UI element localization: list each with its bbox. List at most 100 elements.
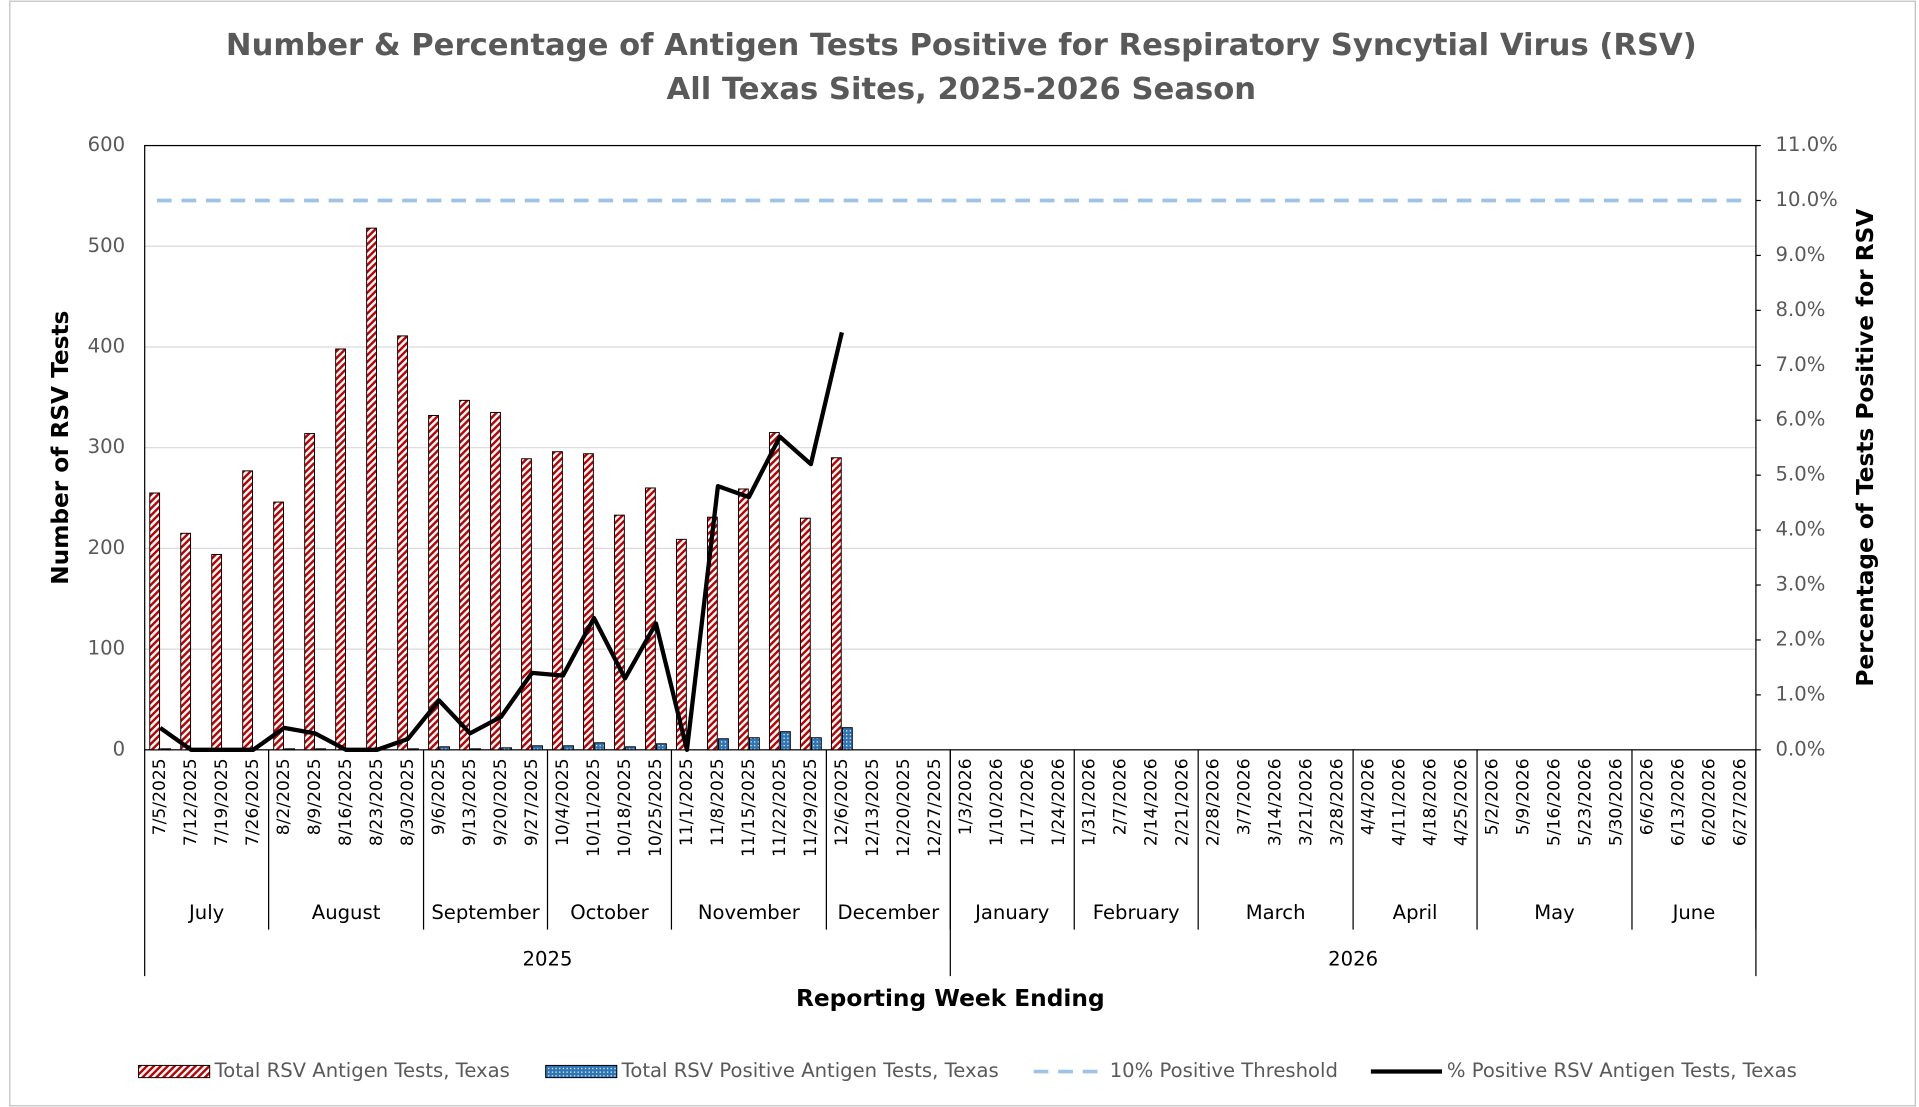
month-label: November [698, 901, 801, 924]
x-tick-label: 9/6/2025 [429, 758, 449, 835]
x-tick-label: 1/10/2026 [987, 758, 1007, 846]
y-tick-label: 0 [113, 737, 125, 760]
y2-tick-label: 2.0% [1776, 627, 1826, 650]
month-label: March [1246, 901, 1306, 924]
bar [737, 488, 749, 751]
x-tick-label: 2/28/2026 [1204, 758, 1224, 846]
legend-swatch [138, 1064, 211, 1079]
y-axis-title: Number of RSV Tests [47, 311, 74, 585]
x-tick-label: 11/22/2025 [770, 758, 790, 857]
month-label: October [570, 901, 649, 924]
bar [470, 748, 481, 751]
bar [335, 348, 346, 751]
x-tick-label: 3/7/2026 [1235, 758, 1255, 835]
x-tick-label: 12/20/2025 [894, 758, 914, 857]
bar [439, 746, 450, 751]
x-tick-label: 10/11/2025 [584, 758, 604, 857]
bar [563, 745, 574, 751]
x-tick-label: 4/11/2026 [1390, 758, 1410, 846]
x-tick-label: 7/12/2025 [181, 758, 201, 846]
month-label: May [1534, 901, 1575, 924]
bar [625, 746, 636, 751]
x-tick-label: 1/17/2026 [1018, 758, 1038, 846]
y2-axis-title: Percentage of Tests Positive for RSV [1852, 209, 1879, 687]
month-label: August [312, 901, 381, 924]
x-tick-label: 7/26/2025 [243, 758, 263, 846]
bar [459, 399, 470, 751]
legend-label: Total RSV Antigen Tests, Texas [214, 1059, 510, 1082]
y-tick-label: 200 [88, 536, 125, 559]
month-label: January [973, 901, 1049, 924]
bar [490, 411, 501, 751]
bar [841, 727, 853, 751]
bar [656, 743, 667, 751]
x-tick-label: 9/27/2025 [522, 758, 542, 846]
bar [501, 747, 512, 751]
x-tick-label: 8/30/2025 [398, 758, 418, 846]
y2-tick-label: 6.0% [1776, 408, 1826, 431]
x-tick-label: 4/4/2026 [1359, 758, 1379, 835]
y-tick-label: 300 [88, 435, 125, 458]
x-tick-label: 2/21/2026 [1173, 758, 1193, 846]
y2-tick-label: 8.0% [1776, 298, 1826, 321]
bar [718, 738, 729, 751]
legend-label: 10% Positive Threshold [1110, 1059, 1338, 1082]
y2-tick-label: 1.0% [1776, 682, 1826, 705]
bar [768, 432, 780, 751]
y-tick-label: 500 [88, 234, 125, 257]
x-tick-label: 9/13/2025 [460, 758, 480, 846]
y2-tick-label: 10.0% [1776, 188, 1838, 211]
bar [830, 457, 842, 751]
x-tick-label: 3/14/2026 [1266, 758, 1286, 846]
x-tick-label: 5/2/2026 [1483, 758, 1503, 835]
x-tick-label: 2/7/2026 [1111, 758, 1131, 835]
y2-tick-label: 9.0% [1776, 243, 1826, 266]
y2-tick-label: 11.0% [1776, 133, 1838, 156]
x-tick-label: 8/23/2025 [367, 758, 387, 846]
bar [304, 433, 315, 751]
bar [160, 748, 172, 751]
bar [428, 414, 439, 751]
x-tick-label: 6/27/2026 [1730, 758, 1750, 846]
x-tick-label: 5/9/2026 [1514, 758, 1534, 835]
x-tick-label: 6/20/2026 [1699, 758, 1719, 846]
month-label: July [187, 901, 224, 924]
x-tick-label: 8/9/2025 [305, 758, 325, 835]
bar [366, 227, 377, 751]
y2-tick-label: 3.0% [1776, 573, 1826, 596]
x-tick-label: 8/2/2025 [274, 758, 294, 835]
bar [273, 501, 285, 751]
x-tick-label: 1/3/2026 [956, 758, 976, 835]
y2-tick-label: 5.0% [1776, 463, 1826, 486]
x-tick-label: 12/6/2025 [832, 758, 852, 846]
bar [799, 517, 811, 751]
chart-frame [9, 0, 1916, 1107]
bar [532, 745, 543, 751]
legend-label: % Positive RSV Antigen Tests, Texas [1447, 1059, 1797, 1082]
y-tick-label: 400 [88, 334, 125, 357]
bar [780, 731, 791, 751]
x-tick-label: 7/19/2025 [212, 758, 232, 846]
x-tick-label: 11/1/2025 [677, 758, 697, 846]
x-tick-label: 6/6/2026 [1637, 758, 1657, 835]
x-tick-label: 2/14/2026 [1142, 758, 1162, 846]
x-tick-label: 3/21/2026 [1297, 758, 1317, 846]
bar [645, 487, 656, 751]
x-tick-label: 7/5/2025 [150, 758, 170, 835]
x-tick-label: 5/16/2026 [1545, 758, 1565, 846]
x-tick-label: 4/18/2026 [1421, 758, 1441, 846]
bar [583, 453, 594, 751]
x-tick-label: 11/29/2025 [801, 758, 821, 857]
x-tick-label: 8/16/2025 [336, 758, 356, 846]
year-label: 2026 [1328, 948, 1378, 971]
month-label: December [838, 901, 941, 924]
x-tick-label: 4/25/2026 [1452, 758, 1472, 846]
legend-swatch [545, 1064, 618, 1079]
bar [810, 737, 822, 751]
x-tick-label: 5/30/2026 [1606, 758, 1626, 846]
y2-tick-label: 7.0% [1776, 353, 1826, 376]
bar [315, 748, 327, 751]
bar [284, 748, 296, 751]
x-tick-label: 10/18/2025 [615, 758, 635, 857]
